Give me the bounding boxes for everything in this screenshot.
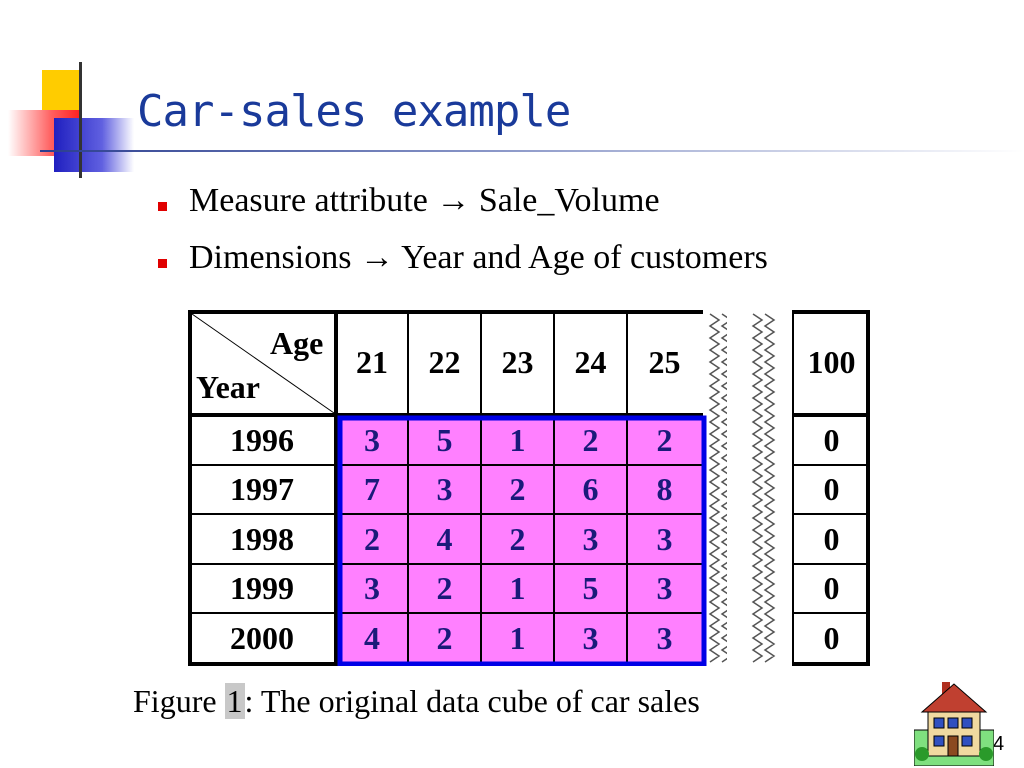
table-cell: 3 — [656, 570, 673, 606]
table-cell: 0 — [823, 570, 840, 606]
table-cell: 5 — [436, 421, 453, 458]
column-header: 21 — [356, 344, 388, 380]
table-cell: 3 — [656, 620, 673, 656]
table-cell: 2 — [509, 520, 526, 557]
rupture-zigzag — [763, 313, 776, 663]
table-cell: 4 — [364, 620, 380, 656]
table-cell: 3 — [582, 520, 599, 557]
table-cell: 3 — [364, 570, 380, 606]
table-cell: 2 — [509, 471, 526, 507]
bullet-square-icon — [158, 259, 167, 268]
table-cell: 1 — [509, 421, 526, 458]
row-header: 2000 — [230, 620, 294, 656]
table-cell: 6 — [582, 471, 599, 507]
column-header: 22 — [428, 344, 461, 380]
table-cell: 2 — [582, 421, 599, 458]
column-header: 25 — [648, 344, 681, 380]
table-cell: 1 — [509, 620, 526, 656]
table-cell: 2 — [436, 570, 453, 606]
table-cell: 0 — [823, 421, 840, 458]
bullet-square-icon — [158, 202, 167, 211]
row-header: 1997 — [230, 471, 294, 507]
table-cell: 0 — [823, 620, 840, 656]
column-header: 24 — [574, 344, 607, 380]
row-header: 1996 — [230, 421, 294, 458]
caption-number: 1 — [224, 683, 245, 719]
table-cell: 3 — [364, 421, 380, 458]
table-cell: 3 — [656, 520, 673, 557]
slide-title: Car-sales example — [137, 86, 571, 137]
table-cell: 8 — [656, 471, 673, 507]
bullet-text: Dimensions → Year and Age of customers — [189, 239, 768, 276]
caption-prefix: Figure — [133, 683, 225, 719]
corner-label-age: Age — [270, 324, 324, 361]
column-header: 23 — [501, 344, 534, 380]
page-number: 4 — [993, 733, 1005, 755]
table-cell: 2 — [364, 520, 380, 557]
table-cell: 2 — [436, 620, 453, 656]
table-cell: 5 — [582, 570, 599, 606]
table-cell: 4 — [436, 520, 453, 557]
house-icon[interactable] — [914, 682, 994, 766]
row-header: 1998 — [230, 520, 294, 557]
table-cell: 7 — [364, 471, 380, 507]
title-decoration — [8, 62, 134, 178]
table-grid — [188, 310, 870, 666]
table-cell: 2 — [656, 421, 673, 458]
table-cell: 0 — [823, 471, 840, 507]
corner-label-year: Year — [196, 368, 260, 405]
data-cube-table: Age Year 21 22 23 24 25 100 1996 3 5 1 2 2 0 1997 7 3 2 6 8 0… — [188, 310, 870, 666]
table-cell: 0 — [823, 520, 840, 557]
rupture-zigzag — [708, 313, 721, 663]
figure-caption: Figure 1: The original data cube of car … — [133, 683, 700, 720]
bullet-text: Measure attribute → Sale_Volume — [189, 182, 660, 219]
table-cell: 3 — [436, 471, 453, 507]
rupture-zigzag — [751, 313, 764, 663]
table-cell: 1 — [509, 570, 526, 606]
corner-diagonal — [191, 313, 335, 414]
column-header: 100 — [807, 344, 856, 380]
highlight-border — [337, 415, 707, 666]
caption-text: : The original data cube of car sales — [244, 683, 700, 719]
rupture-gap — [703, 310, 792, 666]
highlight-block — [341, 420, 702, 664]
table-cell: 3 — [582, 620, 599, 656]
title-underline — [40, 150, 1024, 152]
row-header: 1999 — [230, 570, 294, 606]
